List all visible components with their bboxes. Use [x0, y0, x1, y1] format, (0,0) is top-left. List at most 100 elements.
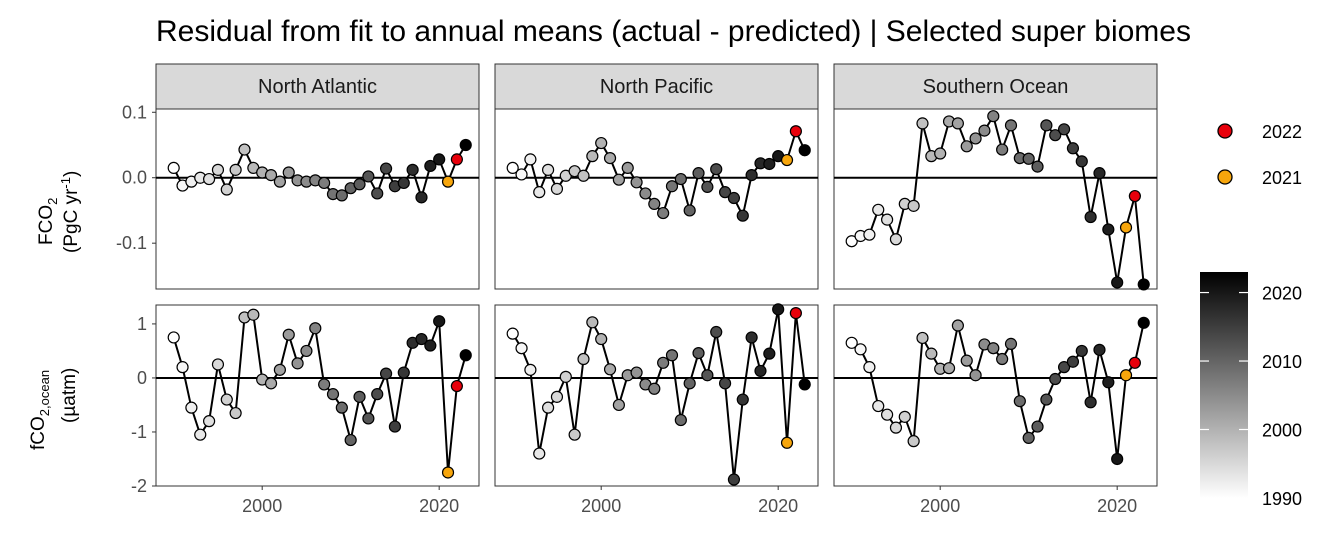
data-point-1997 — [229, 406, 242, 420]
data-point-1991 — [176, 361, 189, 374]
data-point-2009 — [674, 172, 687, 186]
data-point-1997 — [907, 435, 920, 448]
data-point-2004 — [630, 366, 643, 379]
series-line — [851, 113, 1145, 285]
data-point-1997 — [229, 163, 242, 176]
data-point-1990 — [167, 331, 180, 344]
y-tick-label: 0.1 — [122, 102, 147, 122]
data-point-2011 — [692, 167, 705, 180]
data-point-1998 — [916, 331, 929, 345]
data-point-2022 — [789, 125, 802, 138]
data-point-2003 — [960, 140, 973, 153]
data-point-1992 — [863, 228, 876, 241]
legend-item-2022: 2022 — [1217, 122, 1302, 142]
data-point-2012 — [701, 369, 714, 382]
facet-strip-label: North Pacific — [600, 76, 713, 98]
data-point-2015 — [1066, 355, 1080, 368]
panel-border — [833, 108, 1158, 290]
series-line — [851, 322, 1145, 460]
data-point-2010 — [683, 204, 696, 217]
colorbar-gradient — [1200, 272, 1248, 498]
data-point-2003 — [282, 166, 295, 179]
data-point-1995 — [211, 358, 225, 371]
data-point-1994 — [541, 401, 555, 414]
data-point-2002 — [951, 117, 964, 130]
data-point-2005 — [300, 344, 313, 358]
data-point-2011 — [353, 178, 366, 191]
data-point-2008 — [665, 180, 679, 193]
panel-ocean-southern-ocean: 2000 2020 — [833, 304, 1158, 516]
data-point-2013 — [1049, 372, 1062, 386]
data-point-2023 — [459, 349, 472, 362]
data-point-1999 — [925, 347, 938, 360]
data-point-2013 — [710, 325, 723, 339]
data-point-2019 — [763, 157, 776, 171]
data-point-1995 — [889, 233, 903, 246]
data-point-1998 — [238, 143, 251, 156]
data-point-2007 — [318, 176, 331, 190]
data-point-2004 — [630, 176, 643, 189]
legend-swatch — [1217, 169, 1233, 185]
facet-strip-background — [155, 63, 480, 110]
data-point-2015 — [1066, 142, 1080, 155]
colorbar-tick-label: 2020 — [1262, 284, 1302, 304]
panel-fco2-southern-ocean — [833, 108, 1158, 291]
data-point-2022 — [1128, 189, 1141, 203]
data-point-1993 — [872, 203, 885, 216]
data-point-2007 — [657, 356, 670, 369]
data-point-2013 — [371, 388, 384, 401]
data-point-1993 — [872, 399, 885, 413]
data-point-1992 — [524, 363, 537, 376]
data-point-2005 — [978, 124, 991, 137]
data-point-2006 — [648, 197, 661, 211]
data-point-1999 — [586, 316, 599, 329]
data-point-2006 — [987, 342, 1000, 355]
data-point-2022 — [1128, 356, 1141, 369]
data-point-2016 — [1075, 155, 1088, 168]
data-point-1995 — [550, 390, 564, 403]
data-point-1995 — [211, 163, 225, 176]
data-point-1990 — [845, 336, 858, 349]
data-point-2021 — [780, 436, 794, 449]
x-tick-label: 2000 — [242, 496, 282, 516]
data-point-2019 — [763, 347, 776, 360]
data-point-1990 — [167, 161, 180, 175]
data-point-2012 — [1040, 119, 1053, 132]
data-point-1993 — [533, 186, 546, 199]
panel-ocean-north-pacific: 2000 2020 — [494, 303, 819, 516]
data-point-2007 — [657, 206, 670, 220]
data-point-2010 — [1022, 152, 1035, 165]
data-point-2012 — [362, 412, 375, 425]
data-point-1994 — [880, 213, 894, 226]
data-point-2019 — [424, 159, 437, 173]
data-point-2022 — [450, 153, 463, 166]
data-point-2002 — [273, 363, 286, 376]
data-point-1994 — [203, 415, 216, 428]
data-point-2020 — [433, 315, 446, 328]
data-point-2001 — [942, 362, 956, 375]
data-point-1991 — [515, 342, 528, 355]
data-point-2019 — [1102, 223, 1115, 236]
panel-fco2-north-pacific — [494, 108, 819, 290]
data-point-2019 — [1102, 376, 1115, 389]
data-point-2021 — [1119, 369, 1133, 382]
legend: 2022 2021 — [1217, 122, 1302, 188]
data-point-2009 — [335, 189, 348, 202]
data-point-2018 — [1093, 343, 1106, 356]
data-point-1993 — [533, 447, 546, 460]
data-point-2022 — [789, 307, 802, 320]
data-point-2006 — [309, 322, 322, 335]
data-point-2002 — [612, 398, 625, 412]
data-point-1996 — [220, 183, 233, 196]
panel-border — [833, 304, 1158, 487]
data-point-2018 — [415, 332, 428, 346]
data-point-2004 — [969, 132, 982, 145]
data-point-2011 — [692, 346, 705, 360]
data-point-2023 — [459, 138, 472, 152]
data-point-2023 — [1137, 316, 1150, 329]
y-axis-label-fco2-line1: FCO2 — [36, 198, 60, 245]
x-tick-label: 2020 — [1097, 496, 1137, 516]
data-point-2021 — [1119, 221, 1133, 234]
data-point-2005 — [639, 187, 652, 200]
data-point-1994 — [203, 172, 216, 186]
